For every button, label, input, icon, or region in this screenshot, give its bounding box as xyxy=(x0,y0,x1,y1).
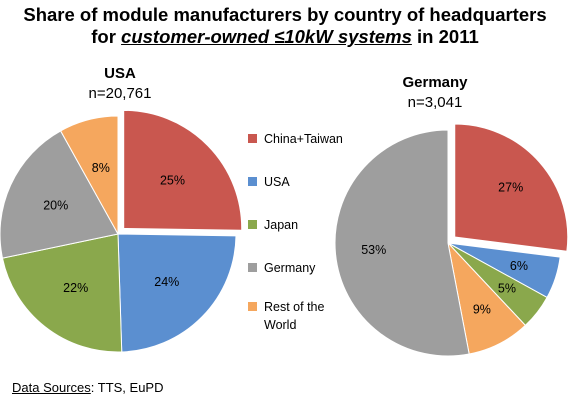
usa-slice-china-taiwan xyxy=(123,109,243,231)
usa-chart-sample-size: n=20,761 xyxy=(88,85,152,102)
legend-label-china-taiwan: China+Taiwan xyxy=(264,132,343,146)
legend-swatch-china-taiwan xyxy=(248,134,257,143)
germany-chart-sample-size: n=3,041 xyxy=(407,94,463,111)
usa-label-germany: 20% xyxy=(43,199,68,213)
usa-label-china-taiwan: 25% xyxy=(160,173,185,187)
legend-label-japan: Japan xyxy=(264,218,299,232)
legend-label-germany: Germany xyxy=(264,261,316,275)
title-line-1: Share of module manufacturers by country… xyxy=(23,4,547,25)
data-source-note: Data Sources: TTS, EuPD xyxy=(12,380,164,395)
germany-slice-china-taiwan xyxy=(454,123,569,252)
usa-pie-chart: 25% 24% 22% 20% 8% xyxy=(0,109,243,353)
germany-label-germany: 53% xyxy=(361,243,386,257)
legend-label-usa: USA xyxy=(264,175,290,189)
germany-chart-header: Germany n=3,041 xyxy=(375,73,495,113)
germany-label-usa: 6% xyxy=(510,259,528,273)
title-line-2-prefix: for xyxy=(91,26,122,47)
usa-slice-rest-of-the-world xyxy=(59,115,119,236)
usa-slice-japan xyxy=(1,233,123,353)
data-source-label: Data Sources xyxy=(12,380,91,395)
usa-slice-germany xyxy=(0,130,119,259)
germany-pie-chart: 27% 6% 5% 9% 53% xyxy=(334,123,569,357)
title-line-2-emphasis: customer-owned ≤10kW systems xyxy=(121,26,412,47)
germany-label-japan: 5% xyxy=(498,282,516,296)
usa-chart-title: USA xyxy=(104,65,136,82)
legend-swatch-germany xyxy=(248,263,257,272)
germany-label-china-taiwan: 27% xyxy=(498,181,523,195)
usa-label-japan: 22% xyxy=(63,281,88,295)
title-line-2: for customer-owned ≤10kW systems in 2011 xyxy=(0,26,570,48)
legend-label-rest-of-world: Rest of the World xyxy=(264,300,325,332)
germany-chart-title: Germany xyxy=(402,74,468,91)
usa-label-usa: 24% xyxy=(154,275,179,289)
title-line-2-suffix: in 2011 xyxy=(411,26,479,47)
legend-swatch-usa xyxy=(248,177,257,186)
usa-label-rest-of-the-world: 8% xyxy=(92,161,110,175)
usa-slice-usa xyxy=(117,233,237,353)
germany-slice-germany xyxy=(334,129,470,357)
legend-swatch-rest-of-world xyxy=(248,302,257,311)
chart-title: Share of module manufacturers by country… xyxy=(0,4,570,48)
data-source-text: : TTS, EuPD xyxy=(90,380,164,395)
germany-label-rest-of-the-world: 9% xyxy=(473,302,491,316)
usa-chart-header: USA n=20,761 xyxy=(60,64,180,104)
legend-swatch-japan xyxy=(248,220,257,229)
